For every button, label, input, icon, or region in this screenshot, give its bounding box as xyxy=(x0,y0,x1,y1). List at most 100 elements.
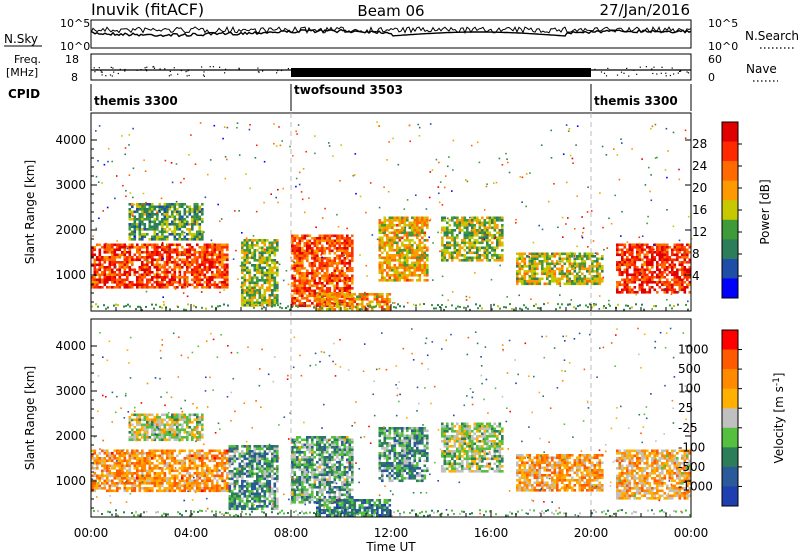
heat-cell xyxy=(351,249,354,253)
heat-cell xyxy=(98,263,102,267)
heat-cell xyxy=(103,464,107,468)
heat-cell xyxy=(451,236,454,240)
heat-cell xyxy=(241,246,244,250)
heat-cell xyxy=(373,295,377,299)
heat-cell xyxy=(176,246,179,249)
heat-cell xyxy=(303,234,307,238)
heat-cell xyxy=(196,271,199,274)
heat-cell xyxy=(143,210,147,214)
heat-cell xyxy=(478,221,482,225)
heat-cell xyxy=(618,266,622,269)
heat-speck xyxy=(92,235,94,237)
heat-cell xyxy=(91,246,94,249)
heat-speck xyxy=(470,229,473,232)
heat-ground xyxy=(687,308,689,311)
heat-cell xyxy=(181,462,184,465)
heat-cell xyxy=(551,280,554,283)
heat-cell xyxy=(201,268,204,272)
heat-cell xyxy=(568,260,572,263)
heat-cell xyxy=(656,246,659,249)
heat-cell xyxy=(128,467,132,470)
heat-cell xyxy=(96,278,99,282)
heat-cell xyxy=(308,292,312,295)
heat-cell xyxy=(156,205,159,209)
heat-cell xyxy=(658,243,662,247)
nave-dot xyxy=(177,73,179,75)
heat-cell xyxy=(338,279,342,283)
heat-cell xyxy=(131,246,134,249)
heat-cell xyxy=(411,279,414,282)
heat-cell xyxy=(158,484,162,488)
heat-cell xyxy=(666,251,669,254)
heat-cell xyxy=(116,283,119,287)
heat-cell xyxy=(476,239,479,242)
y-tick-label: 3000 xyxy=(55,178,86,192)
heat-cell xyxy=(108,452,112,455)
heat-speck xyxy=(168,249,170,251)
heat-cell xyxy=(296,279,299,283)
heat-cell xyxy=(298,294,302,298)
heat-cell xyxy=(338,249,342,253)
heat-speck xyxy=(275,196,277,199)
heat-cell xyxy=(268,256,272,260)
heat-cell xyxy=(456,224,459,227)
colorbar-swatch xyxy=(722,122,738,143)
heat-cell xyxy=(111,489,114,493)
heat-cell xyxy=(393,229,397,232)
heat-cell xyxy=(406,269,409,272)
heat-cell xyxy=(221,283,224,287)
nave-dot xyxy=(146,66,148,68)
heat-cell xyxy=(193,251,197,254)
heat-cell xyxy=(138,205,142,209)
heat-cell xyxy=(213,263,217,267)
heat-cell xyxy=(318,287,322,290)
heat-cell xyxy=(196,484,199,488)
heat-cell xyxy=(466,229,469,232)
heat-cell xyxy=(148,208,152,211)
heat-cell xyxy=(133,283,137,287)
heat-speck xyxy=(532,241,535,244)
heat-cell xyxy=(118,472,122,475)
heat-cell xyxy=(223,286,227,289)
heat-cell xyxy=(383,261,387,265)
heat-cell xyxy=(391,241,394,245)
heat-cell xyxy=(378,256,382,260)
heat-cell xyxy=(248,244,252,247)
heat-cell xyxy=(688,266,692,269)
heat-cell xyxy=(116,256,119,259)
heat-cell xyxy=(96,281,99,284)
heat-cell xyxy=(461,224,464,227)
heat-ground xyxy=(263,306,265,309)
heat-cell xyxy=(441,219,444,222)
heat-speck xyxy=(439,181,442,183)
heat-cell xyxy=(376,295,379,299)
heat-cell xyxy=(196,251,199,254)
heat-cell xyxy=(171,487,174,490)
heat-cell xyxy=(223,263,227,267)
heat-cell xyxy=(171,261,174,264)
heat-cell xyxy=(151,283,154,287)
heat-cell xyxy=(251,241,254,245)
heat-cell xyxy=(206,246,209,249)
heat-cell xyxy=(201,258,204,262)
heat-cell xyxy=(261,261,264,265)
heat-cell xyxy=(248,269,252,272)
heat-cell xyxy=(396,259,399,262)
heat-cell xyxy=(93,459,97,463)
heat-cell xyxy=(266,304,269,307)
heat-cell xyxy=(311,284,314,288)
heat-cell xyxy=(216,256,219,259)
heat-cell xyxy=(191,457,194,460)
heat-cell xyxy=(378,303,382,306)
heat-cell xyxy=(156,235,159,239)
heat-cell xyxy=(418,221,422,225)
heat-cell xyxy=(203,256,207,259)
velocity-heatmap xyxy=(91,327,693,517)
heat-cell xyxy=(638,256,642,259)
heat-ground xyxy=(673,305,675,307)
heat-cell xyxy=(193,273,197,277)
heat-cell xyxy=(483,226,487,230)
heat-cell xyxy=(131,263,134,267)
heat-cell xyxy=(306,279,309,283)
heat-cell xyxy=(646,253,649,257)
